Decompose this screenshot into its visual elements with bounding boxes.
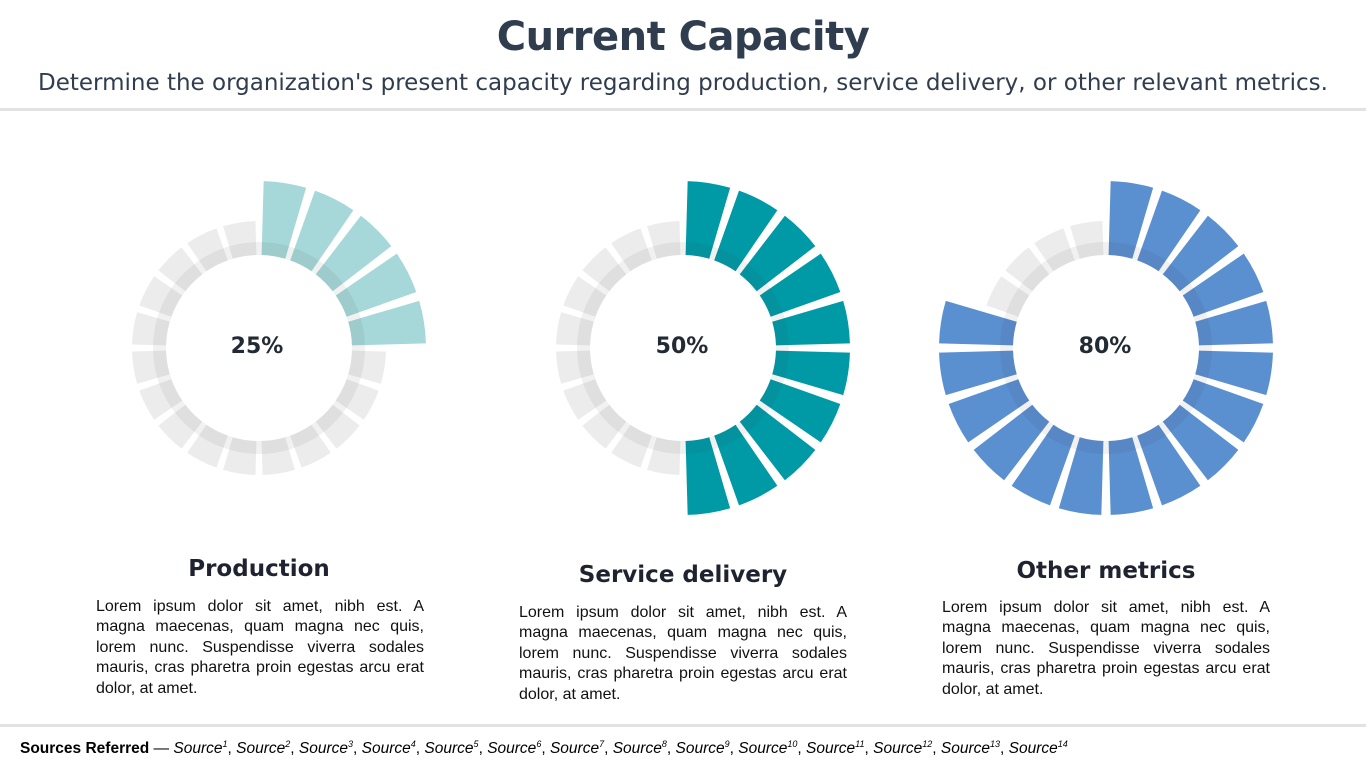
footer-divider xyxy=(0,724,1366,727)
service-delivery-donut xyxy=(556,181,850,515)
production-empty-segment xyxy=(132,350,170,384)
service-delivery-filled-segment xyxy=(685,437,731,515)
source-item: Source11 xyxy=(806,739,865,758)
service-delivery-empty-segment xyxy=(563,379,607,420)
production-description: Lorem ipsum dolor sit amet, nibh est. A … xyxy=(96,598,424,697)
source-item: Source12 xyxy=(873,739,933,758)
service-delivery-empty-segment xyxy=(647,437,681,475)
other-metrics-filled-segment xyxy=(1108,437,1154,515)
source-item: Source3 xyxy=(298,739,354,758)
other-metrics-filled-segment xyxy=(1195,350,1273,396)
service-delivery-empty-segment xyxy=(563,276,607,317)
service-delivery-filled-segment xyxy=(772,300,850,346)
production-empty-segment xyxy=(187,424,228,468)
production-empty-segment xyxy=(139,379,183,420)
source-item: Source9 xyxy=(675,739,730,758)
service-delivery-filled-segment xyxy=(685,181,731,259)
service-delivery-empty-segment xyxy=(582,247,627,292)
production-empty-segment xyxy=(223,221,257,259)
other-metrics-inner-shade xyxy=(1000,242,1212,454)
production-empty-segment xyxy=(139,276,183,317)
other-metrics-filled-segment xyxy=(1162,404,1239,481)
source-list: Source1, Source2, Source3, Source4, Sour… xyxy=(173,739,1068,758)
other-metrics-empty-segment xyxy=(1070,221,1104,259)
source-item: Source6 xyxy=(487,739,542,758)
service-delivery-empty-segment xyxy=(611,424,652,468)
source-item: Source2 xyxy=(236,739,291,758)
source-item: Source4 xyxy=(361,739,416,758)
service-delivery-empty-segment xyxy=(556,350,594,384)
production-filled-segment xyxy=(290,190,354,272)
production-inner-shade xyxy=(153,242,365,454)
service-delivery-empty-segment xyxy=(582,404,627,449)
production-filled-segment xyxy=(315,215,392,292)
header-divider xyxy=(0,108,1366,111)
other-metrics-filled-segment xyxy=(1137,424,1201,506)
sources-lead: Sources Referred xyxy=(20,740,150,758)
service-delivery-description: Lorem ipsum dolor sit amet, nibh est. A … xyxy=(519,604,847,703)
page-title: Current Capacity xyxy=(496,14,870,60)
other-metrics-filled-segment xyxy=(939,350,1017,396)
other-metrics-filled-segment xyxy=(973,404,1050,481)
service-delivery-title: Service delivery xyxy=(578,562,788,588)
service-delivery-percent-label: 50% xyxy=(655,334,709,359)
other-metrics-empty-segment xyxy=(1005,247,1050,292)
other-metrics-title: Other metrics xyxy=(1016,558,1196,584)
production-empty-segment xyxy=(158,247,203,292)
other-metrics-filled-segment xyxy=(1108,181,1154,259)
service-delivery-empty-segment xyxy=(556,312,594,346)
production-empty-segment xyxy=(261,437,295,475)
other-metrics-filled-segment xyxy=(1195,300,1273,346)
production-percent-label: 25% xyxy=(230,334,284,359)
production-empty-segment xyxy=(132,312,170,346)
other-metrics-filled-segment xyxy=(939,300,1017,346)
service-delivery-inner-shade xyxy=(577,242,789,454)
other-metrics-percent-label: 80% xyxy=(1078,334,1132,359)
production-filled-segment xyxy=(261,181,307,259)
service-delivery-filled-segment xyxy=(739,404,816,481)
source-item: Source1 xyxy=(173,739,228,758)
production-empty-segment xyxy=(290,424,331,468)
production-title: Production xyxy=(188,556,330,582)
production-empty-segment xyxy=(315,404,360,449)
service-delivery-filled-segment xyxy=(714,190,778,272)
service-delivery-filled-segment xyxy=(772,350,850,396)
service-delivery-filled-segment xyxy=(714,424,778,506)
other-metrics-empty-segment xyxy=(986,276,1030,317)
source-item: Source14 xyxy=(1008,739,1068,758)
other-metrics-empty-segment xyxy=(1034,228,1075,272)
production-empty-segment xyxy=(335,379,379,420)
service-delivery-filled-segment xyxy=(739,215,816,292)
production-empty-segment xyxy=(223,437,257,475)
other-metrics-description: Lorem ipsum dolor sit amet, nibh est. A … xyxy=(942,599,1270,698)
other-metrics-filled-segment xyxy=(1182,253,1264,317)
service-delivery-filled-segment xyxy=(759,379,841,443)
production-empty-segment xyxy=(348,350,386,384)
other-metrics-filled-segment xyxy=(1162,215,1239,292)
production-empty-segment xyxy=(158,404,203,449)
service-delivery-empty-segment xyxy=(647,221,681,259)
other-metrics-donut xyxy=(939,181,1273,515)
other-metrics-filled-segment xyxy=(1058,437,1104,515)
other-metrics-filled-segment xyxy=(1182,379,1264,443)
sources-referred: Sources Referred — Source1, Source2, Sou… xyxy=(20,739,1068,758)
source-item: Source5 xyxy=(424,739,479,758)
page-subtitle: Determine the organization's present cap… xyxy=(38,70,1328,96)
other-metrics-filled-segment xyxy=(1137,190,1201,272)
production-empty-segment xyxy=(187,228,228,272)
source-item: Source10 xyxy=(738,739,798,758)
other-metrics-filled-segment xyxy=(948,379,1030,443)
source-item: Source8 xyxy=(612,739,667,758)
production-filled-segment xyxy=(348,300,426,346)
other-metrics-filled-segment xyxy=(1011,424,1075,506)
service-delivery-filled-segment xyxy=(759,253,841,317)
sources-dash: — xyxy=(149,740,174,758)
source-item: Source7 xyxy=(549,739,605,758)
production-filled-segment xyxy=(335,253,417,317)
service-delivery-empty-segment xyxy=(611,228,652,272)
source-item: Source13 xyxy=(940,739,1001,758)
production-donut xyxy=(132,181,426,475)
